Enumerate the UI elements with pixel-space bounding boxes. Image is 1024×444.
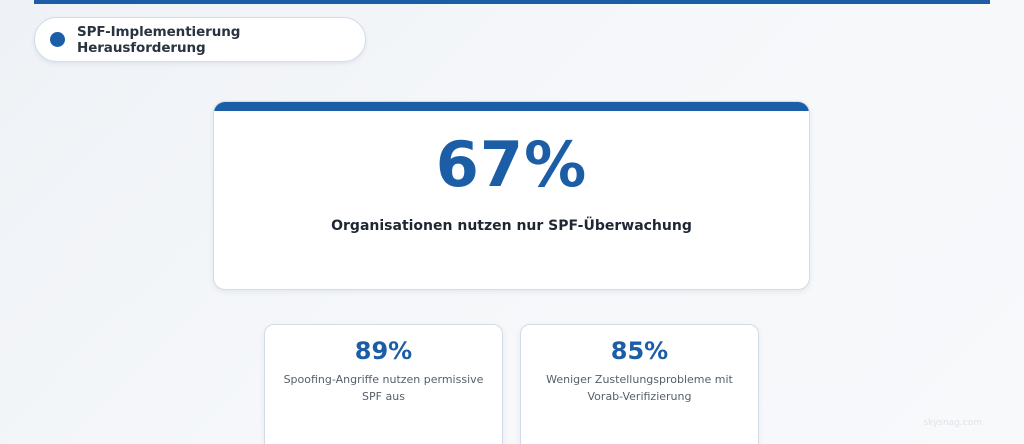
- watermark: skysnag.com: [923, 418, 982, 428]
- stat-label: Spoofing-Angriffe nutzen permissive SPF …: [283, 373, 484, 403]
- stat-card-delivery: 85% Weniger Zustellungsprobleme mit Vora…: [520, 324, 759, 444]
- stat-card-spoofing: 89% Spoofing-Angriffe nutzen permissive …: [264, 324, 503, 444]
- section-title: SPF-Implementierung Herausforderung: [77, 23, 241, 56]
- stat-value: 85%: [610, 337, 669, 365]
- stat-label: Weniger Zustellungsprobleme mit Vorab-Ve…: [546, 373, 733, 403]
- section-title-pill: SPF-Implementierung Herausforderung: [34, 17, 366, 62]
- bullet-dot-icon: [50, 32, 65, 47]
- hero-stat-value: 67%: [435, 128, 588, 201]
- top-accent-bar: [34, 0, 990, 4]
- hero-stat-card: 67% Organisationen nutzen nur SPF-Überwa…: [213, 101, 810, 290]
- stat-value: 89%: [354, 337, 413, 365]
- hero-stat-label: Organisationen nutzen nur SPF-Überwachun…: [331, 218, 692, 234]
